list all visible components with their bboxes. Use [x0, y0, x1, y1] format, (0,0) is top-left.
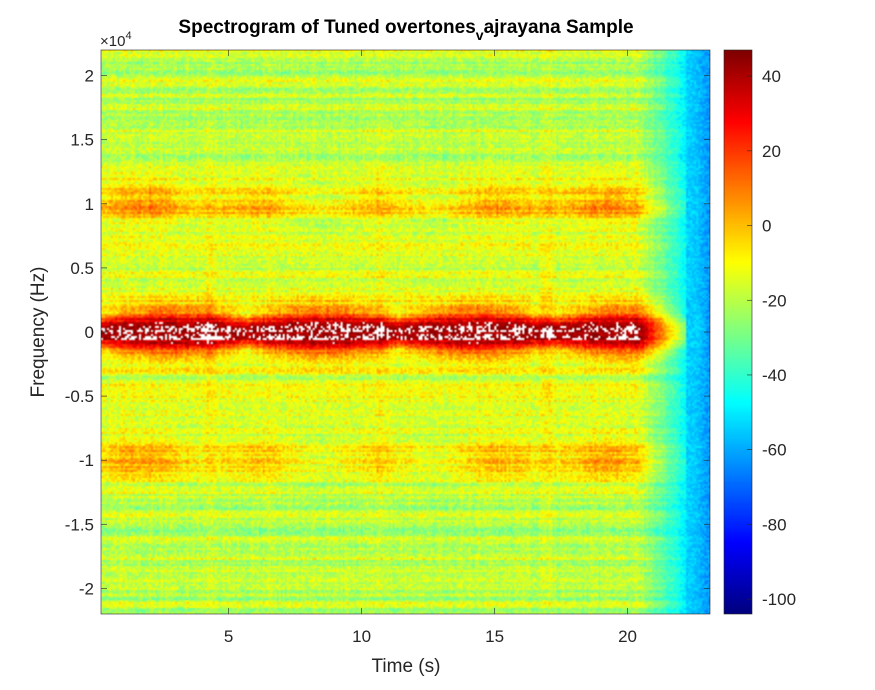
x-axis-label: Time (s): [372, 656, 441, 677]
chart-title: Spectrogram of Tuned overtonesvajrayana …: [178, 17, 633, 43]
y-tick-label: -1: [79, 451, 94, 470]
x-tick-label: 15: [485, 627, 504, 646]
x-tick-label: 10: [352, 627, 371, 646]
colorbar-tick-label: -100: [762, 590, 796, 609]
y-tick-label: 0: [85, 323, 94, 342]
y-tick-label: -0.5: [65, 387, 94, 406]
colorbar-ticks: -100 -80 -60 -40 -20 0 20 40: [747, 67, 796, 609]
y-tick-label: 2: [85, 67, 94, 86]
y-tick-label: -1.5: [65, 515, 94, 534]
y-tick-label: 1.5: [70, 131, 94, 150]
x-axis-ticks: 5 10 15 20: [224, 50, 637, 646]
x-tick-label: 5: [224, 627, 233, 646]
colorbar-tick-label: 0: [762, 217, 771, 236]
y-tick-label: -2: [79, 579, 94, 598]
y-axis-label: Frequency (Hz): [28, 267, 49, 398]
colorbar-tick-label: 40: [762, 67, 781, 86]
colorbar-gradient: [724, 50, 752, 614]
y-exponent-label: ×104: [100, 30, 132, 50]
x-tick-label: 20: [618, 627, 637, 646]
colorbar-tick-label: -40: [762, 366, 787, 385]
y-axis-ticks: -2 -1.5 -1 -0.5 0 0.5 1 1.5 2: [65, 67, 710, 598]
colorbar-tick-label: -20: [762, 291, 787, 310]
colorbar: -100 -80 -60 -40 -20 0 20 40: [723, 49, 796, 615]
spectrogram-heatmap: [101, 50, 710, 614]
y-tick-label: 0.5: [70, 259, 94, 278]
colorbar-border: [723, 49, 753, 615]
colorbar-tick-label: -80: [762, 515, 787, 534]
colorbar-tick-label: 20: [762, 142, 781, 161]
plot-area: [100, 49, 711, 615]
colorbar-tick-label: -60: [762, 441, 787, 460]
y-tick-label: 1: [85, 195, 94, 214]
